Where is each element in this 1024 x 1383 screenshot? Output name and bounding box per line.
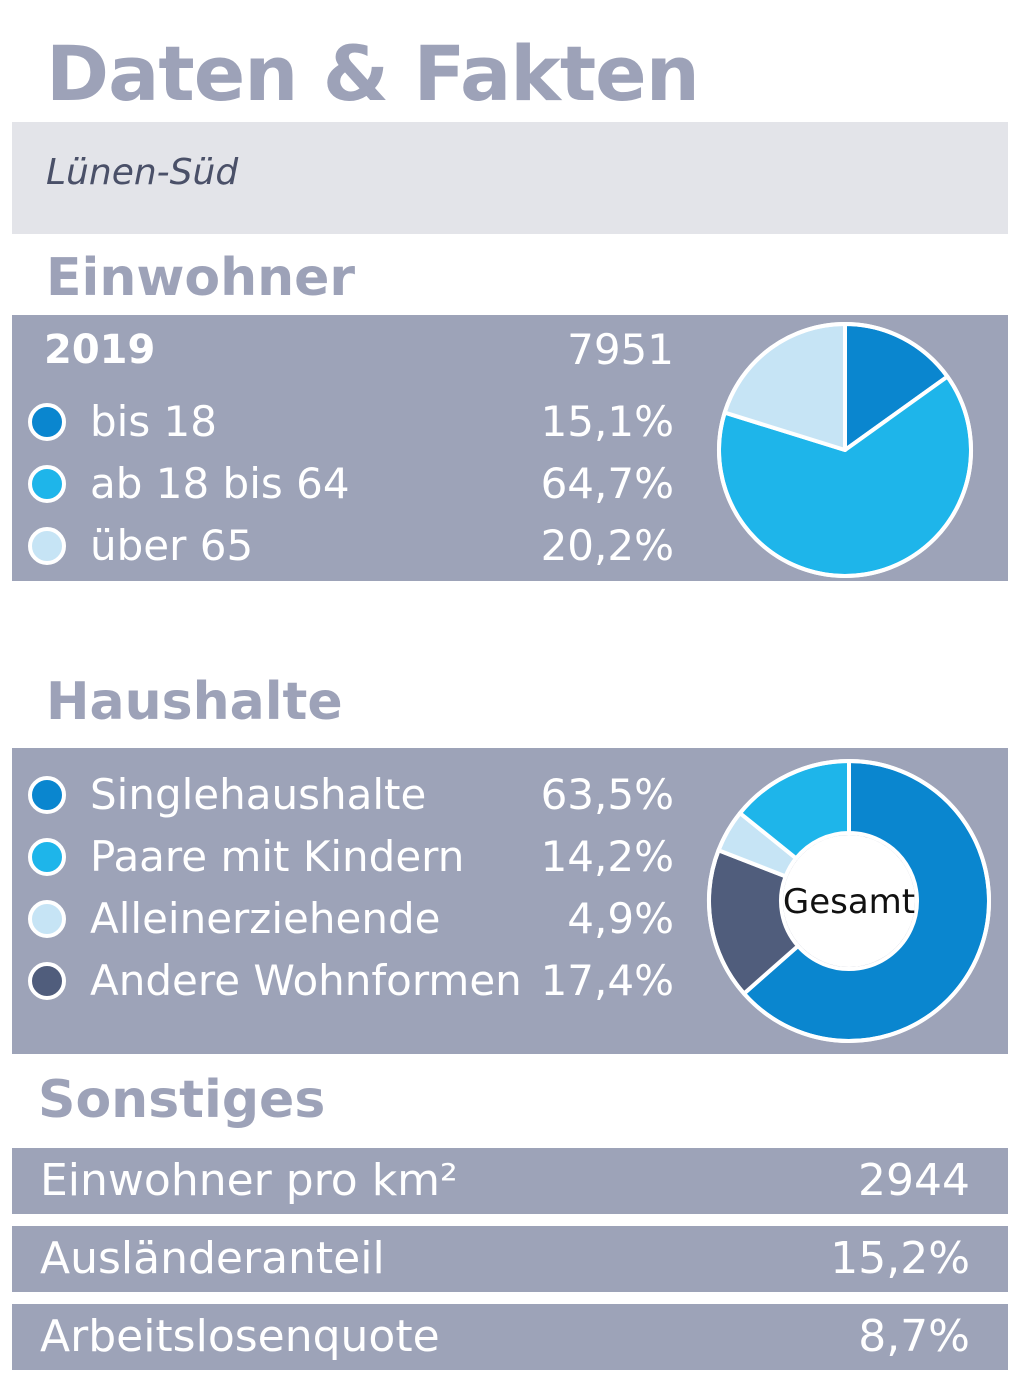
legend-label: Singlehaushalte [90,770,427,819]
legend-label: Paare mit Kindern [90,832,465,881]
legend-value: 64,7% [540,459,674,508]
legend-value: 14,2% [540,832,674,881]
stat-value: 15,2% [830,1233,970,1284]
stat-value: 2944 [858,1155,970,1206]
legend-value: 15,1% [540,397,674,446]
donut-center-label: Gesamt [783,882,915,922]
einwohner-pie-chart [717,322,973,578]
legend-label: Andere Wohnformen [90,956,522,1005]
legend-label: bis 18 [90,397,218,446]
legend-value: 17,4% [540,956,674,1005]
legend-swatch [28,527,66,565]
legend-label: ab 18 bis 64 [90,459,350,508]
legend-value: 20,2% [540,521,674,570]
legend-swatch [28,900,66,938]
legend-label: über 65 [90,521,254,570]
einwohner-total: 7951 [567,325,674,374]
einwohner-year: 2019 [44,327,156,373]
legend-swatch [28,838,66,876]
legend-value: 4,9% [567,894,674,943]
pie-outline [717,322,973,578]
legend-label: Alleinerziehende [90,894,441,943]
einwohner-panel: 2019 7951 bis 18 15,1% ab 18 bis 64 64,7% üb… [12,315,1008,581]
haushalte-donut-chart: Gesamt [707,759,991,1043]
section-title-einwohner: Einwohner [46,248,356,308]
haushalte-panel: Singlehaushalte 63,5% Paare mit Kindern 14,… [12,748,1008,1054]
section-title-haushalte: Haushalte [46,672,343,732]
legend-value: 63,5% [540,770,674,819]
stat-row-einwohner-pro-km2: Einwohner pro km² 2944 [12,1148,1008,1214]
stat-row-auslaenderanteil: Ausländeranteil 15,2% [12,1226,1008,1292]
pie-outline [707,759,991,1043]
location-bar: Lünen-Süd [12,122,1008,234]
stat-label: Arbeitslosenquote [40,1311,440,1362]
location-name: Lünen-Süd [46,152,239,193]
donut-hole [783,835,915,967]
legend-swatch [28,403,66,441]
section-title-sonstiges: Sonstiges [38,1070,326,1130]
stat-label: Ausländeranteil [40,1233,385,1284]
legend-swatch [28,465,66,503]
legend-swatch [28,962,66,1000]
stat-value: 8,7% [858,1311,970,1362]
stat-row-arbeitslosenquote: Arbeitslosenquote 8,7% [12,1304,1008,1370]
stat-label: Einwohner pro km² [40,1155,458,1206]
page-title: Daten & Fakten [46,29,700,118]
legend-swatch [28,776,66,814]
